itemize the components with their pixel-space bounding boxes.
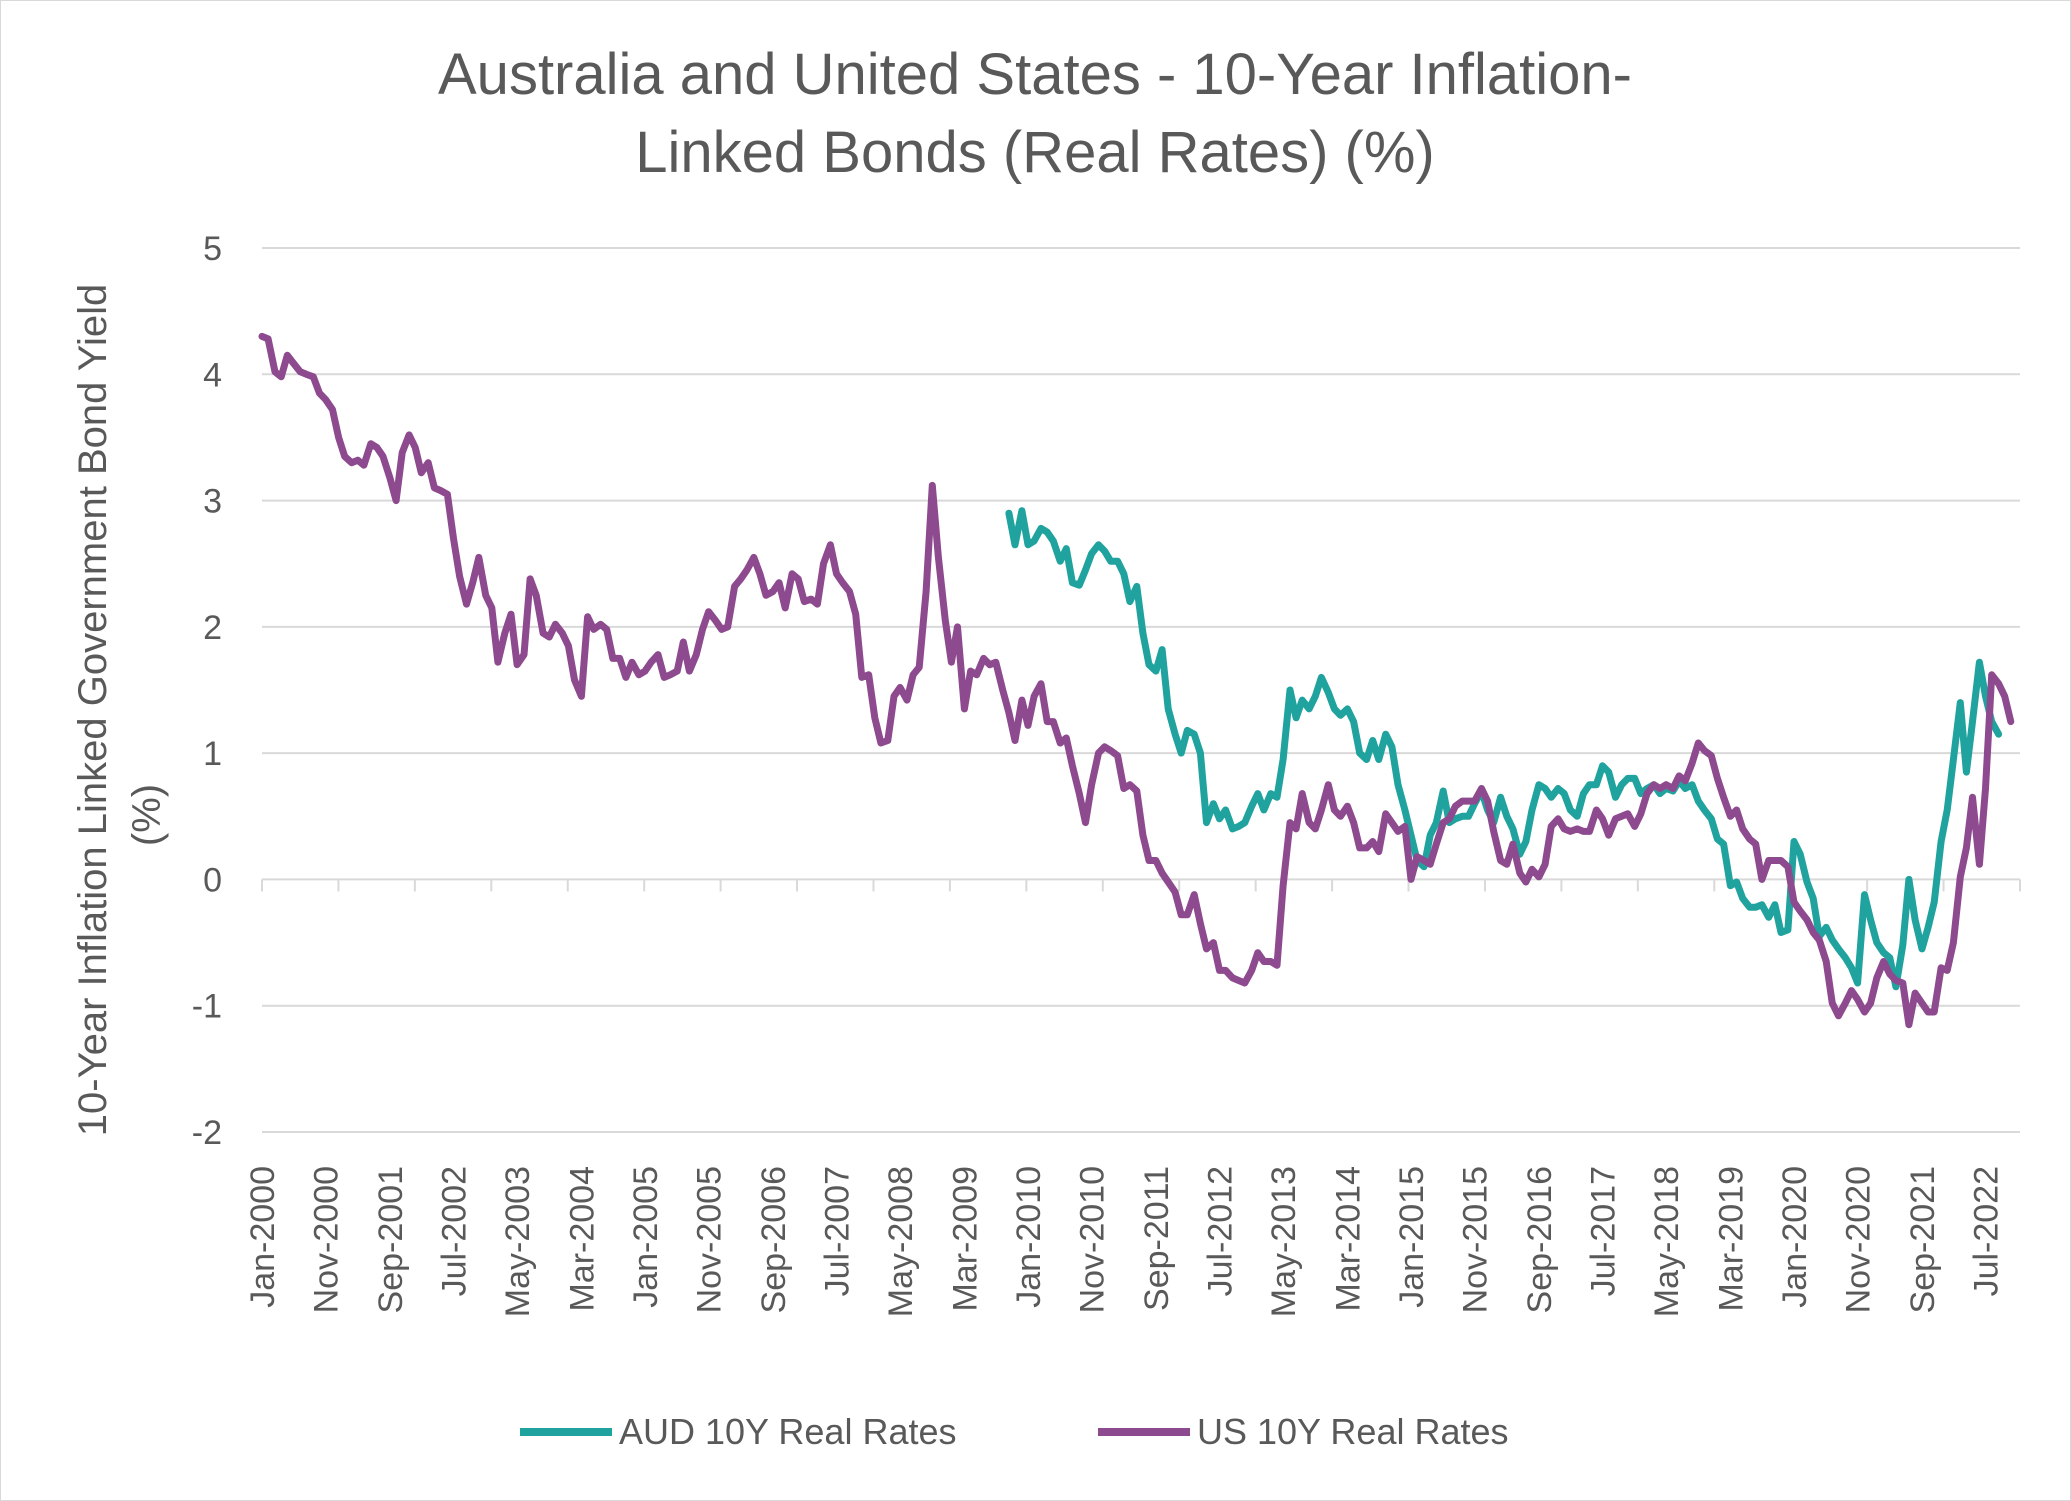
x-tick-label: Jul-2007 (819, 1166, 857, 1296)
y-axis-ticks: -2 -1 0 1 2 3 4 5 (192, 230, 222, 1152)
x-tick-label: Jul-2017 (1585, 1166, 1623, 1296)
y-tick-label: 3 (203, 483, 222, 521)
x-tick-label: Jan-2000 (244, 1166, 282, 1308)
y-tick-label: 1 (203, 735, 222, 773)
y-axis-title-line-2: (%) (125, 784, 169, 846)
x-tick-label: May-2003 (499, 1166, 537, 1317)
series-lines (258, 332, 2015, 1029)
x-tick-label: Sep-2006 (755, 1166, 793, 1313)
x-tick-label: May-2018 (1648, 1166, 1686, 1317)
series-line-us (258, 332, 2015, 1029)
x-tick-label: Sep-2016 (1521, 1166, 1559, 1313)
x-tick-label: Jul-2012 (1202, 1166, 1240, 1296)
x-tick-label: Mar-2014 (1329, 1166, 1367, 1312)
x-tick-label: Mar-2009 (946, 1166, 984, 1312)
x-tick-label: Jul-2022 (1968, 1166, 2006, 1296)
x-tick-label: Nov-2015 (1457, 1166, 1495, 1313)
y-tick-label: -2 (192, 1114, 222, 1152)
x-tick-label: Jan-2010 (1010, 1166, 1048, 1308)
x-tick-label: Jan-2020 (1776, 1166, 1814, 1308)
x-tick-label: Nov-2000 (308, 1166, 346, 1313)
chart-title-line-1: Australia and United States - 10-Year In… (438, 42, 1632, 107)
x-tick-label: Jan-2005 (627, 1166, 665, 1308)
legend-label-aud: AUD 10Y Real Rates (619, 1411, 957, 1452)
x-tick-label: Jul-2002 (436, 1166, 474, 1296)
x-tick-label: Sep-2021 (1904, 1166, 1942, 1313)
y-tick-label: 0 (203, 861, 222, 899)
x-tick-label: Sep-2001 (372, 1166, 410, 1313)
x-tick-label: May-2013 (1265, 1166, 1303, 1317)
x-tick-label: Jan-2015 (1393, 1166, 1431, 1308)
legend-label-us: US 10Y Real Rates (1197, 1411, 1509, 1452)
x-axis: Jan-2000 Nov-2000 Sep-2001 Jul-2002 May-2003… (244, 878, 2021, 1317)
legend: AUD 10Y Real Rates US 10Y Real Rates (520, 1411, 1509, 1452)
x-tick-label: Mar-2004 (563, 1166, 601, 1312)
chart-title-line-2: Linked Bonds (Real Rates) (%) (635, 120, 1434, 185)
x-tick-label: Nov-2020 (1840, 1166, 1878, 1313)
gridlines (262, 247, 2020, 1133)
x-tick-label: Mar-2019 (1712, 1166, 1750, 1312)
x-tick-label: Nov-2010 (1074, 1166, 1112, 1313)
x-tick-label: May-2008 (882, 1166, 920, 1317)
series-line-aud (1005, 507, 2003, 991)
y-tick-label: 2 (203, 609, 222, 647)
y-tick-label: 5 (203, 230, 222, 268)
y-tick-label: 4 (203, 356, 222, 394)
x-tick-label: Sep-2011 (1138, 1166, 1176, 1311)
y-axis-title-line-1: 10-Year Inflation Linked Government Bond… (71, 284, 115, 1136)
y-tick-label: -1 (192, 988, 222, 1026)
x-tick-label: Nov-2005 (691, 1166, 729, 1313)
